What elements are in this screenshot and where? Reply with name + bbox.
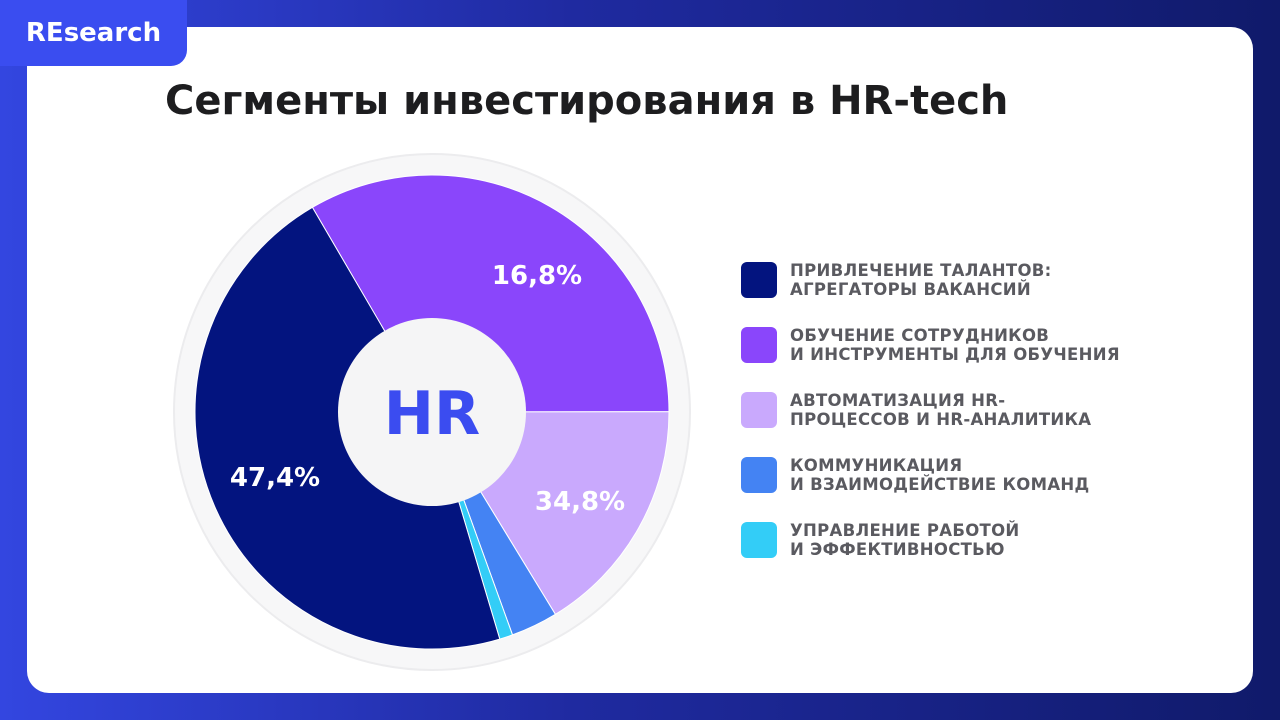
data-label: 47,4% [230,463,320,493]
center-label: HR [384,379,480,449]
legend-label: ПРИВЛЕЧЕНИЕ ТАЛАНТОВ: АГРЕГАТОРЫ ВАКАНСИЙ [790,261,1052,299]
legend-item: АВТОМАТИЗАЦИЯ HR- ПРОЦЕССОВ И HR-АНАЛИТИК… [741,391,1120,429]
legend: ПРИВЛЕЧЕНИЕ ТАЛАНТОВ: АГРЕГАТОРЫ ВАКАНСИЙ… [741,261,1120,587]
legend-swatch [741,392,777,428]
legend-swatch [741,262,777,298]
legend-label: КОММУНИКАЦИЯ И ВЗАИМОДЕЙСТВИЕ КОМАНД [790,456,1090,494]
donut-hole [338,318,526,506]
data-label: 34,8% [535,487,625,517]
legend-label: АВТОМАТИЗАЦИЯ HR- ПРОЦЕССОВ И HR-АНАЛИТИК… [790,391,1092,429]
legend-item: КОММУНИКАЦИЯ И ВЗАИМОДЕЙСТВИЕ КОМАНД [741,456,1120,494]
legend-swatch [741,327,777,363]
legend-item: УПРАВЛЕНИЕ РАБОТОЙ И ЭФФЕКТИВНОСТЬЮ [741,521,1120,559]
legend-item: ОБУЧЕНИЕ СОТРУДНИКОВ И ИНСТРУМЕНТЫ ДЛЯ ОБ… [741,326,1120,364]
chart-title: Сегменты инвестирования в HR-tech [165,78,1009,124]
legend-swatch [741,522,777,558]
legend-swatch [741,457,777,493]
data-label: 16,8% [492,261,582,291]
legend-label: УПРАВЛЕНИЕ РАБОТОЙ И ЭФФЕКТИВНОСТЬЮ [790,521,1020,559]
legend-label: ОБУЧЕНИЕ СОТРУДНИКОВ И ИНСТРУМЕНТЫ ДЛЯ ОБ… [790,326,1120,364]
legend-item: ПРИВЛЕЧЕНИЕ ТАЛАНТОВ: АГРЕГАТОРЫ ВАКАНСИЙ [741,261,1120,299]
research-badge: REsearch [0,0,187,66]
